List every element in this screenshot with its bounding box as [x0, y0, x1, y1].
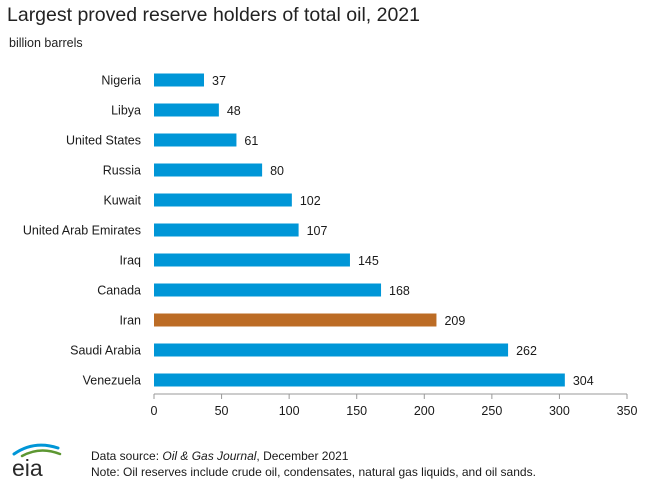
logo-swoosh-blue	[12, 443, 60, 456]
value-label: 61	[244, 134, 258, 148]
eia-logo-mark: eia	[12, 443, 62, 481]
data-source-line: Data source: Oil & Gas Journal, December…	[91, 448, 536, 464]
value-label: 37	[212, 74, 226, 88]
x-tick-label: 300	[549, 404, 570, 418]
bar-united-arab-emirates	[154, 223, 299, 237]
category-label: Saudi Arabia	[70, 344, 141, 358]
category-label: Libya	[111, 104, 141, 118]
category-label: Canada	[97, 284, 141, 298]
category-label: Venezuela	[83, 374, 141, 388]
category-labels: Nigeria Libya United States Russia Kuwait Uni…	[23, 74, 142, 388]
value-label: 48	[227, 104, 241, 118]
value-label: 262	[516, 344, 537, 358]
source-suffix: , December 2021	[256, 449, 349, 463]
bar-united-states	[154, 133, 237, 147]
source-prefix: Data source:	[91, 449, 163, 463]
bar-venezuela	[154, 373, 565, 387]
value-label: 168	[389, 284, 410, 298]
value-label: 107	[307, 224, 328, 238]
x-tick-label: 250	[481, 404, 502, 418]
value-labels: 37 48 61 80 102 107 145 168 209 262 304	[212, 74, 594, 388]
bar-nigeria	[154, 73, 205, 87]
bar-saudi-arabia	[154, 343, 509, 357]
chart-subtitle: billion barrels	[9, 36, 83, 50]
x-tick-label: 200	[414, 404, 435, 418]
logo-text: eia	[12, 455, 43, 480]
category-label: Nigeria	[101, 74, 141, 88]
x-tick-label: 350	[617, 404, 638, 418]
value-label: 102	[300, 194, 321, 208]
value-label: 209	[444, 314, 465, 328]
x-tick-label: 0	[151, 404, 158, 418]
category-label: Kuwait	[103, 194, 141, 208]
x-tick-label: 150	[346, 404, 367, 418]
eia-logo: eia	[8, 438, 70, 485]
bar-canada	[154, 283, 382, 297]
category-label: United Arab Emirates	[23, 224, 141, 238]
value-label: 304	[573, 374, 594, 388]
value-label: 145	[358, 254, 379, 268]
category-label: Russia	[103, 164, 141, 178]
value-label: 80	[270, 164, 284, 178]
bar-libya	[154, 103, 219, 117]
category-label: Iran	[119, 314, 141, 328]
chart-title: Largest proved reserve holders of total …	[7, 4, 420, 26]
category-label: United States	[66, 134, 141, 148]
x-tick-label: 100	[279, 404, 300, 418]
bar-chart: Nigeria Libya United States Russia Kuwait Uni…	[23, 73, 638, 418]
bar-russia	[154, 163, 263, 177]
bars-layer	[154, 73, 565, 387]
source-publication: Oil & Gas Journal	[162, 449, 257, 463]
x-tick-label: 50	[215, 404, 229, 418]
note-line: Note: Oil reserves include crude oil, co…	[91, 465, 536, 479]
footer-notes: Data source: Oil & Gas Journal, December…	[91, 448, 536, 480]
bar-iran	[154, 313, 437, 327]
x-axis: 0 50 100 150 200 250 300 350	[151, 393, 638, 418]
logo-swoosh-green	[20, 449, 62, 458]
bar-iraq	[154, 253, 350, 267]
category-label: Iraq	[119, 254, 141, 268]
bar-kuwait	[154, 193, 292, 207]
